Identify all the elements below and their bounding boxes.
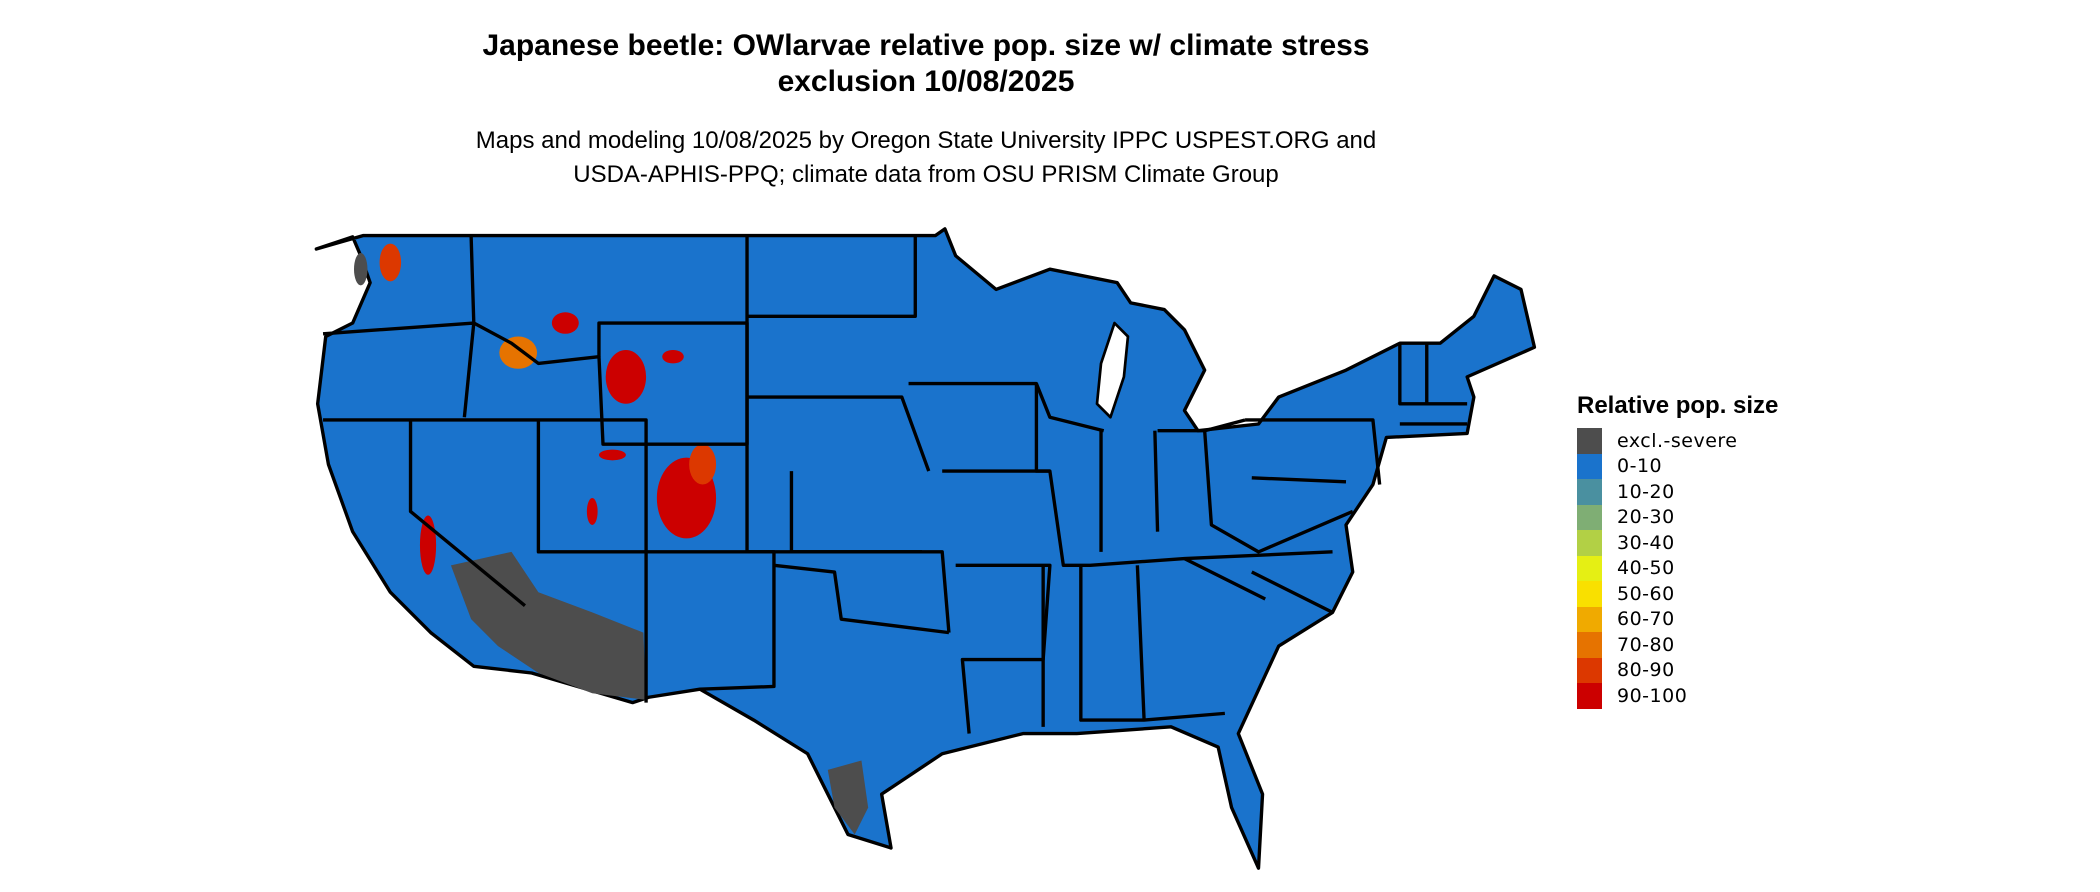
high-value-areas	[379, 243, 717, 575]
legend-item: 50-60	[1577, 581, 1778, 607]
legend-title: Relative pop. size	[1577, 392, 1779, 419]
legend-item: 40-50	[1577, 555, 1778, 581]
legend-swatch	[1577, 530, 1602, 556]
legend-swatch	[1577, 632, 1602, 658]
legend-item: 80-90	[1577, 657, 1778, 683]
legend-label: 50-60	[1617, 582, 1675, 605]
legend-swatch	[1577, 606, 1602, 632]
map-subtitle-line1: Maps and modeling 10/08/2025 by Oregon S…	[475, 127, 1377, 154]
legend-item: 60-70	[1577, 606, 1778, 632]
legend-item: 70-80	[1577, 632, 1778, 658]
legend-label: 70-80	[1617, 633, 1675, 656]
legend-label: 10-20	[1617, 480, 1675, 503]
legend-label: 20-30	[1617, 506, 1675, 529]
legend-swatch	[1577, 453, 1602, 479]
legend-label: 0-10	[1617, 455, 1663, 478]
map-title-line1: Japanese beetle: OWlarvae relative pop. …	[482, 29, 1370, 62]
legend-item: 30-40	[1577, 530, 1778, 556]
legend-item: 90-100	[1577, 683, 1778, 709]
legend-label: 60-70	[1617, 608, 1675, 631]
legend-item: 20-30	[1577, 504, 1778, 530]
legend-label: 80-90	[1617, 659, 1675, 682]
legend-label: excl.-severe	[1617, 429, 1738, 452]
state-borders	[322, 235, 1468, 734]
legend-item: excl.-severe	[1577, 428, 1778, 454]
legend-swatch	[1577, 555, 1602, 581]
legend-item: 0-10	[1577, 453, 1778, 479]
map-title-line2: exclusion 10/08/2025	[777, 65, 1075, 98]
legend-label: 90-100	[1617, 684, 1688, 707]
legend-swatch	[1577, 581, 1602, 607]
legend: Relative pop. size excl.-severe 0-10 10-20…	[1577, 392, 1778, 709]
legend-swatch	[1577, 657, 1602, 683]
legend-swatch	[1577, 428, 1602, 454]
map-subtitle-line2: USDA-APHIS-PPQ; climate data from OSU PR…	[573, 161, 1279, 188]
legend-label: 40-50	[1617, 557, 1675, 580]
legend-swatch	[1577, 683, 1602, 709]
lake-michigan	[1095, 321, 1130, 419]
legend-item: 10-20	[1577, 479, 1778, 505]
us-outline	[314, 227, 1537, 870]
legend-swatch	[1577, 479, 1602, 505]
legend-label: 30-40	[1617, 531, 1675, 554]
legend-swatch	[1577, 504, 1602, 530]
excluded-areas	[353, 253, 869, 835]
